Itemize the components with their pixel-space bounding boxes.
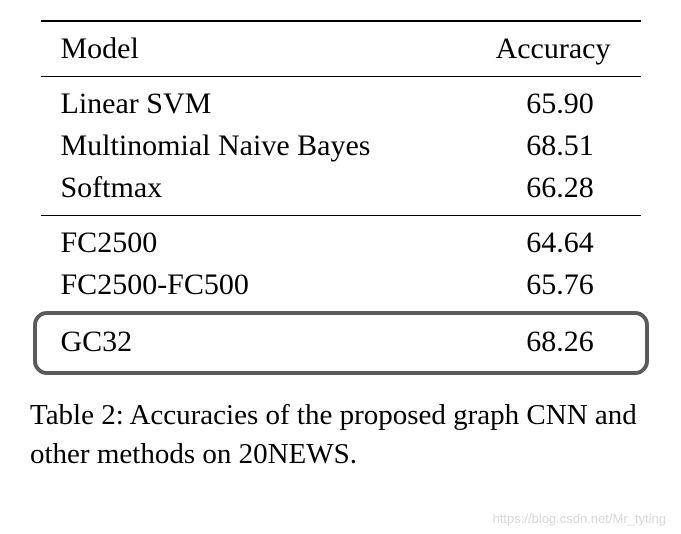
cell-accuracy: 65.90 [446, 77, 640, 126]
results-table-container: Model Accuracy Linear SVM 65.90 Multinom… [41, 20, 641, 374]
results-table: Model Accuracy Linear SVM 65.90 Multinom… [41, 20, 641, 374]
col-header-model: Model [41, 21, 447, 77]
table-group-1: Linear SVM 65.90 Multinomial Naive Bayes… [41, 77, 641, 216]
table-group-2: FC2500 64.64 FC2500-FC500 65.76 [41, 216, 641, 313]
col-header-accuracy: Accuracy [446, 21, 640, 77]
cell-accuracy: 68.26 [446, 313, 640, 373]
cell-accuracy: 65.76 [446, 264, 640, 313]
cell-model: FC2500-FC500 [41, 264, 447, 313]
table-row: Softmax 66.28 [41, 167, 641, 216]
cell-model: Multinomial Naive Bayes [41, 125, 447, 167]
table-row: FC2500 64.64 [41, 216, 641, 265]
cell-model: FC2500 [41, 216, 447, 265]
cell-model: Linear SVM [41, 77, 447, 126]
cell-model: Softmax [41, 167, 447, 216]
table-header-row: Model Accuracy [41, 21, 641, 77]
watermark-text: https://blog.csdn.net/Mr_tyting [493, 511, 666, 526]
table-row-highlighted: GC32 68.26 [41, 313, 641, 373]
cell-accuracy: 64.64 [446, 216, 640, 265]
cell-accuracy: 68.51 [446, 125, 640, 167]
table-row: Linear SVM 65.90 [41, 77, 641, 126]
table-row: Multinomial Naive Bayes 68.51 [41, 125, 641, 167]
table-caption: Table 2: Accuracies of the proposed grap… [20, 396, 661, 474]
cell-accuracy: 66.28 [446, 167, 640, 216]
cell-model: GC32 [41, 313, 447, 373]
table-row: FC2500-FC500 65.76 [41, 264, 641, 313]
table-group-3: GC32 68.26 [41, 313, 641, 373]
